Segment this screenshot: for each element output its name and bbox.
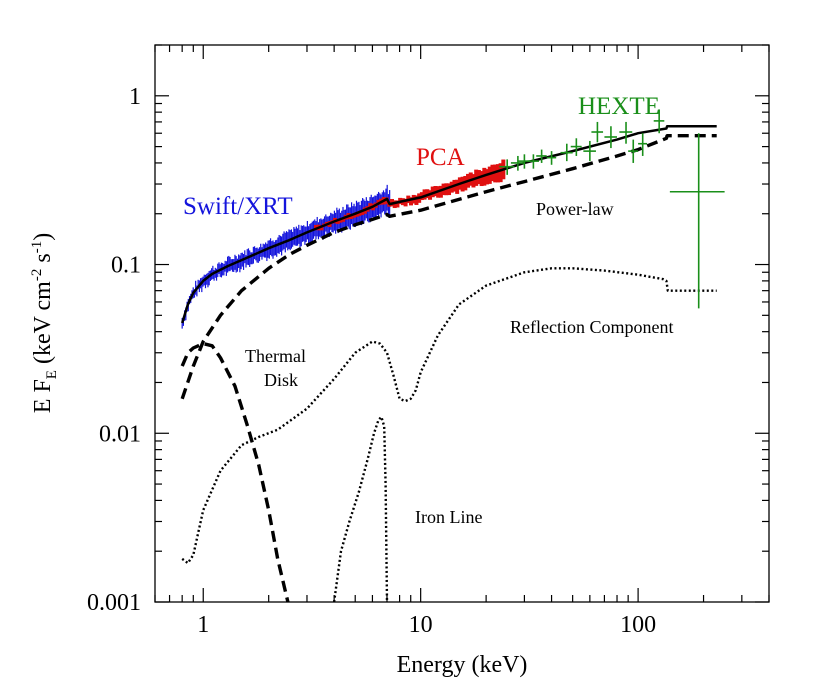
thermal-label: Thermal	[245, 346, 306, 366]
x-tick-label: 10	[409, 612, 433, 638]
pca-point	[338, 218, 343, 223]
pca-point	[471, 174, 476, 188]
hexte-point	[619, 121, 633, 144]
pca-point	[447, 183, 452, 196]
power-law-label: Power-law	[536, 199, 614, 219]
y-tick-label: 0.01	[99, 421, 141, 447]
y-tick-label: 0.001	[87, 590, 141, 616]
pca-point	[341, 217, 346, 222]
pca-point	[455, 179, 460, 194]
pca-point	[351, 213, 356, 218]
model-layer	[180, 109, 725, 603]
x-tick-label: 1	[197, 612, 209, 638]
series-thermal-disk	[180, 341, 290, 603]
hexte-point	[499, 159, 515, 175]
pca-point	[487, 166, 492, 184]
hexte-point	[527, 154, 539, 169]
hexte-point	[536, 149, 547, 163]
hexte-point	[669, 133, 725, 309]
pca-point	[460, 176, 465, 192]
pca-point	[360, 209, 365, 215]
pca-point	[414, 195, 419, 205]
hexte-point	[628, 139, 639, 163]
plot-frame	[154, 44, 770, 603]
pca-point	[485, 169, 490, 185]
pca-point	[495, 164, 500, 183]
hexte-point	[546, 151, 557, 165]
pca-point	[349, 214, 354, 219]
pca-point	[409, 197, 414, 206]
series-reflection	[181, 267, 717, 565]
x-axis-title: Energy (keV)	[397, 652, 528, 678]
hexte-point	[591, 121, 604, 143]
y-tick-label: 1	[129, 84, 141, 110]
hexte-point	[583, 140, 596, 162]
series-iron-line	[332, 415, 389, 603]
series-power-law	[180, 133, 717, 400]
hexte-point	[560, 143, 573, 162]
pca-point	[335, 220, 340, 224]
pca-point	[357, 211, 362, 216]
hexte-point	[638, 133, 648, 156]
pca-point	[354, 212, 359, 217]
hexte-point	[510, 155, 525, 171]
pca-label: PCA	[416, 144, 465, 171]
pca-point	[319, 226, 324, 231]
hexte-label: HEXTE	[578, 93, 660, 120]
y-tick-label: 0.1	[111, 253, 141, 279]
iron-line-label: Iron Line	[415, 507, 482, 527]
hexte-point	[653, 109, 665, 134]
hexte-point	[604, 126, 618, 149]
pca-point	[479, 171, 484, 187]
swift-label: Swift/XRT	[183, 193, 293, 220]
hexte-data	[499, 109, 725, 309]
series-total	[181, 124, 717, 324]
pca-point	[498, 163, 503, 183]
pca-point	[403, 198, 408, 207]
disk-label: Disk	[264, 370, 298, 390]
tick-layer: 1 10 100 0.001 0.01 0.1 1	[87, 44, 770, 638]
pca-point	[368, 203, 373, 210]
y-axis-title: E FE (keV cm-2 s-1)	[29, 233, 60, 413]
pca-point	[493, 164, 498, 183]
pca-point	[438, 185, 443, 198]
pca-point	[422, 189, 427, 200]
x-tick-label: 100	[620, 612, 656, 638]
reflection-label: Reflection Component	[510, 317, 673, 337]
hexte-point	[570, 138, 582, 156]
pca-point	[425, 189, 430, 199]
pca-point	[395, 200, 400, 208]
